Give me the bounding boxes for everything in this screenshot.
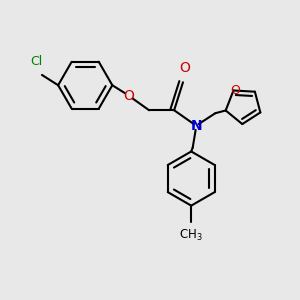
Text: Cl: Cl (30, 55, 42, 68)
Text: O: O (230, 84, 240, 97)
Text: O: O (123, 88, 134, 103)
Text: N: N (190, 119, 202, 134)
Text: O: O (179, 61, 190, 75)
Text: CH$_3$: CH$_3$ (179, 228, 203, 243)
